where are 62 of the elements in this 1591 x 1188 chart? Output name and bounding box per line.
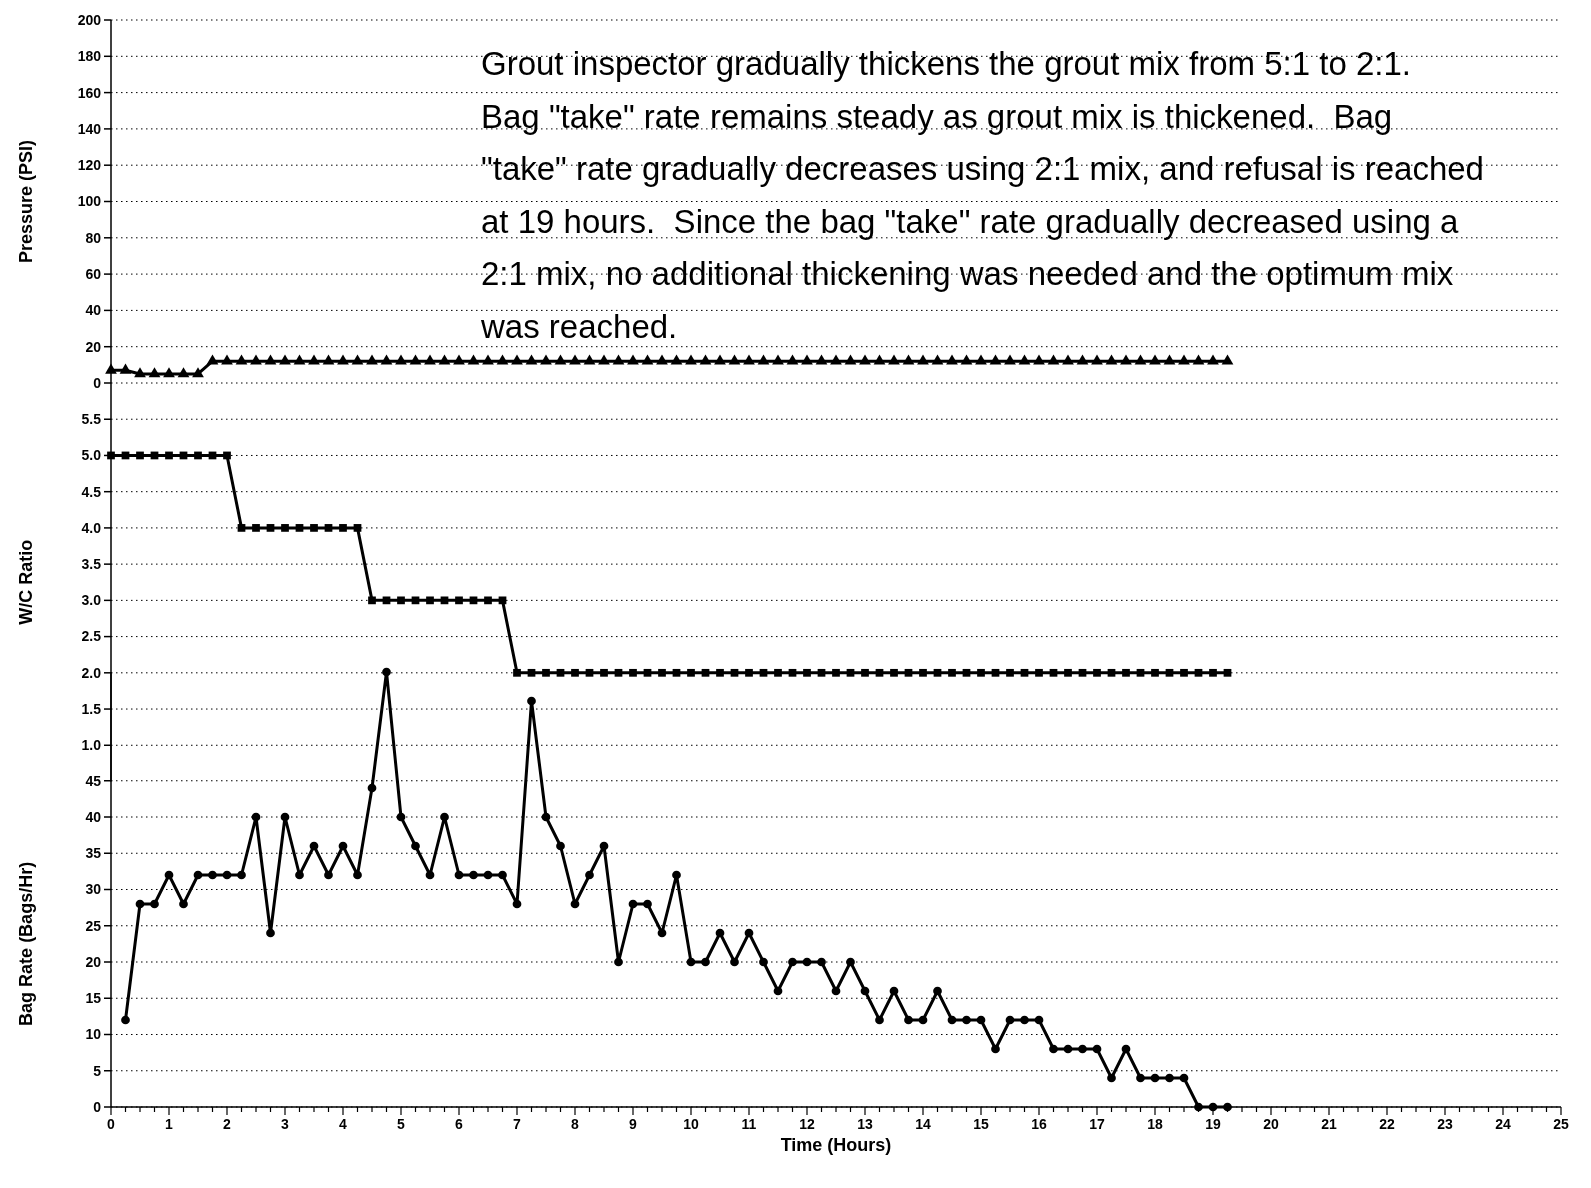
y-tick-label: 20 [85, 338, 102, 355]
x-tick-label: 1 [165, 1116, 174, 1132]
y-tick-label: 35 [85, 845, 102, 862]
x-tick-label: 6 [455, 1116, 464, 1132]
y-tick-label: 5.0 [81, 447, 102, 464]
y-tick-label: 40 [85, 302, 102, 319]
x-tick-label: 8 [571, 1116, 580, 1132]
y-tick-label: 0 [93, 1098, 102, 1115]
y-axis-title: W/C Ratio [16, 539, 36, 625]
x-tick-label: 22 [1379, 1116, 1395, 1132]
x-tick-label: 12 [799, 1116, 815, 1132]
x-tick-label: 13 [857, 1116, 873, 1132]
x-tick-label: 10 [683, 1116, 699, 1132]
x-tick-label: 9 [629, 1116, 638, 1132]
x-tick-label: 0 [107, 1116, 116, 1132]
x-tick-label: 23 [1437, 1116, 1453, 1132]
y-tick-label: 5.5 [81, 411, 102, 428]
x-tick-label: 21 [1321, 1116, 1337, 1132]
x-tick-label: 4 [339, 1116, 348, 1132]
x-tick-label: 25 [1553, 1116, 1569, 1132]
y-tick-label: 120 [77, 157, 102, 174]
x-tick-label: 2 [223, 1116, 232, 1132]
y-tick-label: 25 [85, 917, 102, 934]
y-tick-label: 180 [77, 48, 102, 65]
y-tick-label: 0 [93, 374, 102, 391]
y-tick-label: 2.5 [81, 628, 102, 645]
y-tick-label: 10 [85, 1026, 102, 1043]
y-tick-label: 5 [93, 1062, 102, 1079]
y-tick-label: 100 [77, 193, 102, 210]
y-tick-label: 4.0 [81, 519, 102, 536]
x-tick-label: 19 [1205, 1116, 1221, 1132]
annotation: Grout inspector gradually thickens the grout mix from 5:1 to 2:1. Bag "take" rate remains steady as grout mix is thickened. Bag "take" rate gradually decreases using 2:1 mix, and refusal is reached at 19 hours. Since the bag "take" rate gradually decreased using a 2:1 mix, no additional thickening was needed and the optimum mix was reached. [480, 45, 1484, 345]
y-tick-label: 80 [85, 229, 102, 246]
y-tick-label: 3.0 [81, 592, 102, 609]
x-tick-label: 11 [741, 1116, 757, 1132]
y-tick-label: 140 [77, 120, 102, 137]
y-tick-label: 1.0 [81, 737, 102, 754]
y-tick-label: 3.5 [81, 556, 102, 573]
x-tick-label: 18 [1147, 1116, 1163, 1132]
x-tick-label: 3 [281, 1116, 290, 1132]
y-tick-label: 40 [85, 808, 102, 825]
y-tick-label: 20 [85, 953, 102, 970]
x-tick-label: 24 [1495, 1116, 1511, 1132]
y-tick-label: 30 [85, 881, 102, 898]
y-tick-label: 1.5 [81, 700, 102, 717]
y-tick-label: 60 [85, 266, 102, 282]
y-axis-title: Pressure (PSI) [16, 139, 36, 264]
x-tick-label: 15 [973, 1116, 989, 1132]
y-axis-title: Bag Rate (Bags/Hr) [16, 861, 36, 1026]
x-tick-label: 5 [397, 1116, 406, 1132]
x-tick-label: 17 [1089, 1116, 1105, 1132]
y-tick-label: 4.5 [81, 483, 102, 500]
x-tick-label: 20 [1263, 1116, 1279, 1132]
y-tick-label: 45 [85, 772, 102, 789]
y-tick-label: 2.0 [81, 664, 102, 681]
y-tick-label: 200 [77, 11, 102, 28]
x-tick-label: 16 [1031, 1116, 1047, 1132]
x-tick-label: 7 [513, 1116, 522, 1132]
y-tick-label: 160 [77, 84, 102, 101]
x-tick-label: 14 [915, 1116, 931, 1132]
x-axis-title: Time (Hours) [780, 1135, 892, 1155]
y-tick-label: 15 [85, 990, 102, 1007]
